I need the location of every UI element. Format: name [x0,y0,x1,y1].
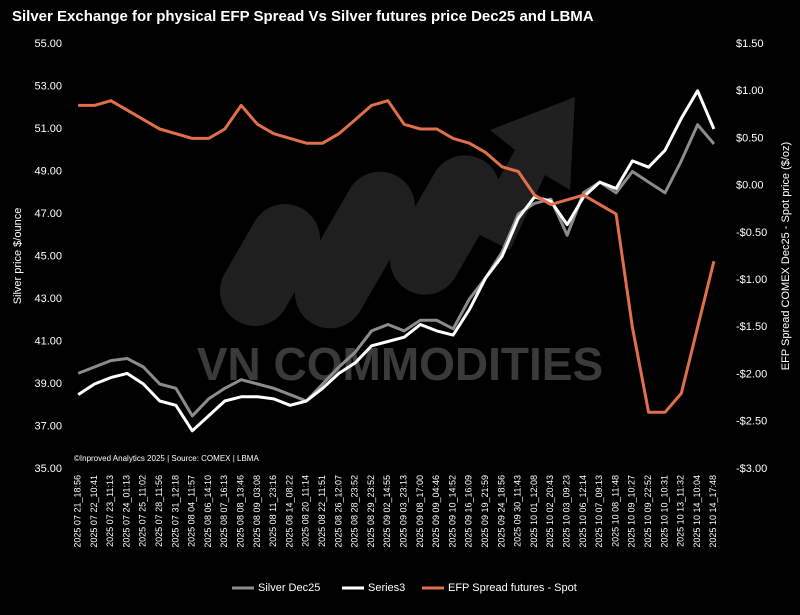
y2-tick-label: -$1.50 [736,321,767,333]
y-tick-label: 41.00 [34,335,62,347]
y2-tick-label: -$0.50 [736,227,767,239]
x-tick-label: 2025 07 23_11:13 [105,475,115,547]
y-tick-label: 37.00 [34,420,62,432]
y2-tick-label: -$2.00 [736,368,767,380]
y2-tick-label: -$1.00 [736,274,767,286]
x-tick-label: 2025 08 22_11:51 [317,475,327,547]
x-tick-label: 2025 10 08_11:48 [610,475,620,547]
y-axis-label: Silver price $/ounce [12,208,24,305]
x-tick-label: 2025 10 02_20:43 [545,475,555,548]
y-tick-label: 51.00 [34,123,62,135]
legend-label: EFP Spread futures - Spot [448,582,577,594]
x-tick-label: 2025 09 08_17:00 [415,475,425,548]
x-tick-label: 2025 10 13_11:32 [676,475,686,547]
y2-tick-label: -$2.50 [736,416,767,428]
x-tick-label: 2025 08 26_12:07 [333,475,343,548]
x-tick-label: 2025 08 04_11:57 [187,475,197,547]
x-tick-label: 2025 07 22_10:41 [89,475,99,548]
x-tick-label: 2025 08 14_08:22 [284,475,294,548]
legend-label: Silver Dec25 [258,582,320,594]
y-tick-label: 47.00 [34,208,62,220]
x-tick-label: 2025 10 01_12:08 [529,475,539,548]
y2-tick-label: -$3.00 [736,463,767,475]
x-tick-label: 2025 10 03_09:23 [562,475,572,548]
x-tick-label: 2025 08 07_16:13 [219,475,229,548]
x-tick-label: 2025 10 14_10:04 [692,475,702,548]
series-line [77,123,716,418]
x-tick-label: 2025 08 20_11:14 [301,475,311,547]
x-tick-label: 2025 09 30_11:43 [513,475,523,547]
x-tick-label: 2025 07 31_12:18 [170,475,180,548]
x-tick-label: 2025 10 10_10:31 [659,475,669,548]
x-tick-label: 2025 09 03_23:13 [399,475,409,548]
y2-tick-label: $0.50 [736,132,764,144]
x-tick-label: 2025 09 19_21:59 [480,475,490,548]
x-tick-label: 2025 07 24_01:13 [121,475,131,548]
x-tick-label: 2025 08 11_23:16 [268,475,278,547]
x-tick-label: 2025 09 09_04:46 [431,475,441,548]
x-tick-label: 2025 10 14_17:48 [708,475,718,548]
y-tick-label: 55.00 [34,38,62,50]
y-tick-label: 35.00 [34,463,62,475]
y-tick-label: 39.00 [34,378,62,390]
x-tick-label: 2025 08 09_03:08 [252,475,262,548]
x-tick-label: 2025 08 28_23:52 [350,475,360,548]
watermark-logo [220,97,575,329]
x-tick-label: 2025 09 24_18:56 [496,475,506,548]
x-tick-label: 2025 08 06_14:10 [203,475,213,548]
y2-tick-label: $1.00 [736,85,764,97]
x-tick-label: 2025 08 08_13:46 [236,475,246,548]
source-note: ©Inproved Analytics 2025 | Source: COMEX… [74,454,259,463]
x-tick-label: 2025 07 21_18:56 [73,475,83,548]
x-tick-label: 2025 10 09_10:27 [627,475,637,548]
y2-tick-label: $1.50 [736,38,764,50]
x-tick-label: 2025 09 02_14:55 [382,475,392,548]
legend-label: Series3 [368,582,405,594]
y2-axis-label: EFP Spread COMEX Dec25 - Spot price ($/o… [780,142,792,370]
x-tick-label: 2025 07 28_11:56 [154,475,164,547]
x-tick-label: 2025 07 25_11:02 [138,475,148,547]
x-tick-label: 2025 10 06_12:14 [578,475,588,548]
x-tick-label: 2025 10 09_22:52 [643,475,653,548]
x-tick-label: 2025 08 29_23:52 [366,475,376,548]
y-tick-label: 43.00 [34,293,62,305]
watermark: VN COMMODITIES [197,338,603,390]
series-line [77,89,716,433]
series-line [78,99,716,414]
chart-title: Silver Exchange for physical EFP Spread … [12,8,594,25]
x-tick-label: 2025 09 10_14:52 [447,475,457,548]
y-tick-label: 53.00 [34,80,62,92]
y-tick-label: 49.00 [34,165,62,177]
x-tick-label: 2025 10 07_09:13 [594,475,604,548]
x-tick-label: 2025 09 16_16:09 [464,475,474,548]
y-tick-label: 45.00 [34,250,62,262]
y2-tick-label: $0.00 [736,180,764,192]
